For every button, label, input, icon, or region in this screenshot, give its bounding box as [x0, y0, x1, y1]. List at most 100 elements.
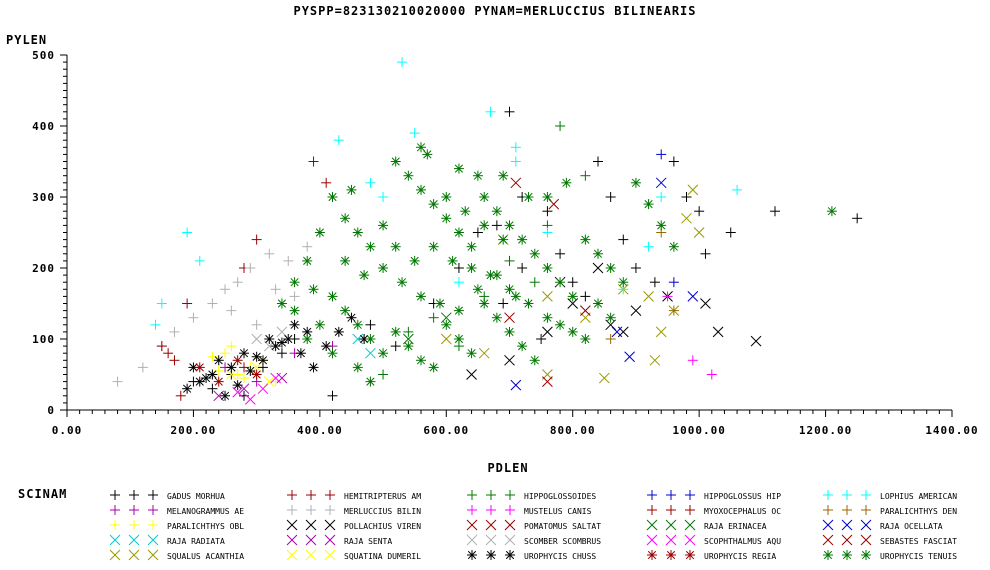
- legend-label: RAJA ERINACEA: [704, 522, 767, 531]
- legend-marker: [685, 490, 695, 500]
- legend-marker: [286, 549, 298, 561]
- legend-marker: [109, 549, 121, 561]
- data-point: [390, 241, 401, 252]
- legend-label: SCOMBER SCOMBRUS: [524, 537, 601, 546]
- data-point: [365, 376, 376, 387]
- legend-marker: [486, 550, 496, 560]
- data-point: [244, 393, 256, 405]
- legend-label: POMATOMUS SALTAT: [524, 522, 601, 531]
- legend-marker: [305, 534, 317, 546]
- legend-item: PARALICHTHYS OBL: [110, 520, 244, 531]
- data-point: [529, 277, 540, 288]
- data-point: [257, 383, 269, 395]
- legend-marker: [842, 490, 852, 500]
- legend-marker: [842, 505, 852, 515]
- data-point: [441, 213, 452, 224]
- legend-label: HEMITRIPTERUS AM: [344, 492, 421, 501]
- legend-marker: [685, 550, 695, 560]
- data-point: [466, 369, 477, 380]
- data-point: [852, 213, 863, 224]
- data-point: [340, 255, 351, 266]
- legend-marker: [823, 490, 833, 500]
- data-point: [434, 298, 445, 309]
- data-point: [289, 319, 300, 330]
- data-point: [750, 335, 762, 347]
- data-point: [567, 326, 578, 337]
- data-point: [182, 298, 193, 309]
- legend-marker: [823, 550, 833, 560]
- data-point: [479, 220, 490, 231]
- data-point: [264, 248, 275, 259]
- data-point: [340, 213, 351, 224]
- data-point: [182, 227, 193, 238]
- y-tick-label: 100: [32, 333, 55, 346]
- legend-label: POLLACHIUS VIREN: [344, 522, 421, 531]
- legend-item: UROPHYCIS REGIA: [647, 550, 776, 561]
- data-point: [163, 348, 174, 359]
- data-point: [352, 319, 363, 330]
- data-point: [251, 234, 262, 245]
- data-point: [712, 326, 724, 338]
- data-point: [365, 177, 376, 188]
- data-point: [308, 156, 319, 167]
- legend-marker: [110, 520, 120, 530]
- y-tick-label: 200: [32, 262, 55, 275]
- data-point: [321, 177, 332, 188]
- data-point: [593, 298, 603, 309]
- legend-item: POLLACHIUS VIREN: [286, 519, 421, 531]
- data-point: [416, 184, 426, 195]
- data-point: [453, 277, 464, 288]
- data-point: [378, 263, 389, 273]
- data-point: [529, 355, 540, 366]
- legend-item: HIPPOGLOSSUS HIP: [647, 490, 781, 501]
- data-point: [567, 291, 578, 302]
- data-point: [668, 156, 679, 167]
- data-point: [668, 277, 679, 288]
- legend-item: MELANOGRAMMUS AE: [110, 505, 244, 516]
- legend-label: UROPHYCIS REGIA: [704, 552, 776, 561]
- data-point: [302, 255, 313, 266]
- legend-marker: [325, 490, 335, 500]
- legend-marker: [861, 505, 871, 515]
- legend-marker: [305, 549, 317, 561]
- legend-marker: [861, 550, 871, 560]
- x-tick-label: 800.00: [550, 424, 596, 437]
- data-point: [580, 305, 591, 316]
- legend-label: GADUS MORHUA: [167, 492, 225, 501]
- data-point: [466, 241, 477, 252]
- data-point: [397, 57, 408, 68]
- legend-marker: [647, 505, 657, 515]
- legend-marker: [467, 490, 477, 500]
- data-point: [472, 227, 483, 238]
- legend-label: SEBASTES FASCIAT: [880, 537, 957, 546]
- data-point: [523, 298, 534, 309]
- data-point: [479, 192, 490, 202]
- axes: 0.00 200.00 400.00 600.00 800.00 1000.00 1200.…: [32, 49, 978, 437]
- data-point: [150, 319, 161, 330]
- data-point: [567, 277, 578, 288]
- data-point: [440, 333, 452, 345]
- data-point: [466, 263, 477, 273]
- data-point: [491, 220, 502, 231]
- data-point: [542, 206, 553, 217]
- data-point: [510, 379, 522, 391]
- data-point: [630, 263, 641, 273]
- legend-marker: [148, 505, 158, 515]
- data-point: [156, 298, 167, 309]
- data-point: [314, 319, 325, 330]
- legend-marker: [823, 505, 833, 515]
- legend-item: HIPPOGLOSSOIDES: [467, 490, 596, 501]
- data-point: [725, 227, 736, 238]
- data-point: [213, 376, 224, 387]
- legend-marker: [505, 505, 515, 515]
- data-point: [378, 348, 389, 359]
- legend-marker: [647, 490, 657, 500]
- legend-marker: [486, 490, 496, 500]
- data-point: [194, 362, 205, 373]
- legend-marker: [841, 519, 853, 531]
- data-point: [201, 373, 212, 384]
- data-point: [447, 255, 458, 266]
- legend-item: SQUALUS ACANTHIA: [109, 549, 244, 561]
- data-point: [441, 192, 452, 202]
- data-point: [498, 298, 509, 309]
